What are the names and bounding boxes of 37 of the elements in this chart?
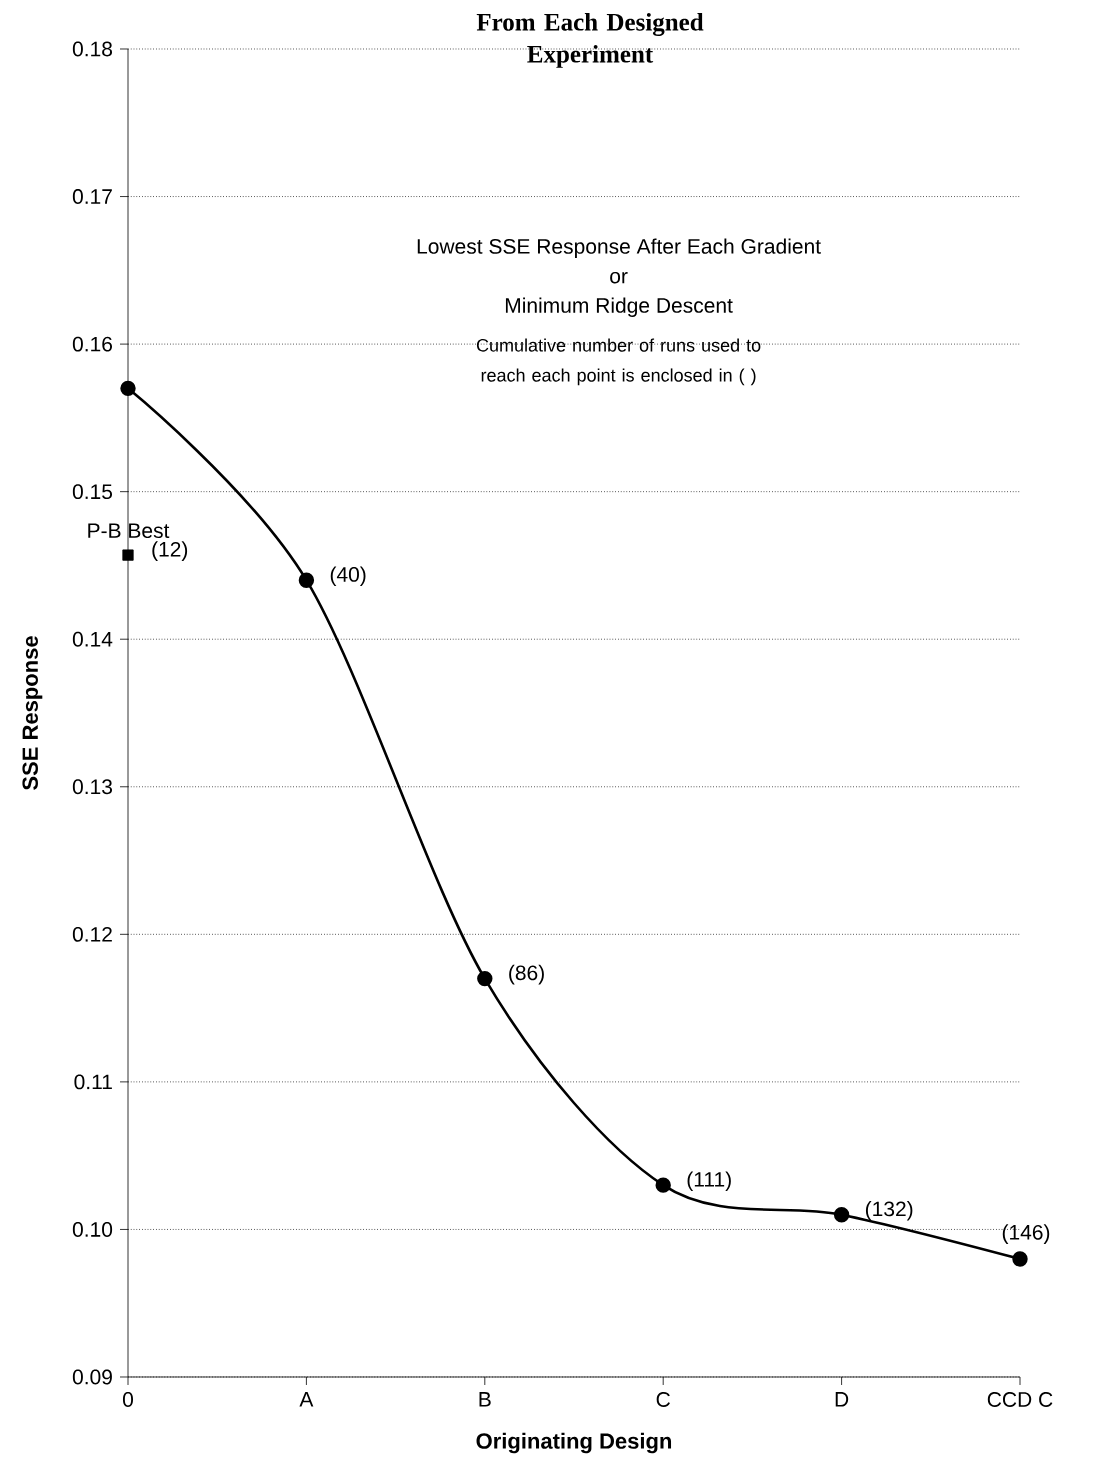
- annotation: Cumulative number of runs used to reach each point is enclosed in ( ): [476, 338, 761, 386]
- annotation: (12): [152, 541, 188, 561]
- y-tick-label: 0.13: [72, 779, 113, 795]
- point: [1012, 1251, 1028, 1267]
- annotation: Minimum Ridge Descent: [505, 297, 733, 317]
- x-tick-label: A: [299, 1392, 314, 1407]
- annotation: (111): [687, 1171, 731, 1191]
- y-tick-label: 0.11: [74, 1074, 112, 1090]
- x-axis-title: Originating Design: [476, 1432, 672, 1454]
- annotation: (86): [509, 964, 544, 985]
- y-tick-label: 0.17: [72, 189, 112, 204]
- point: [477, 970, 493, 987]
- point: [122, 549, 134, 561]
- y-tick-label: 0.18: [72, 41, 113, 57]
- point: [298, 572, 315, 588]
- x-tick-label: D: [835, 1392, 849, 1407]
- annotation: P-B Best: [88, 523, 170, 539]
- annotation: or: [610, 271, 628, 284]
- y-tick-label: 0.10: [72, 1222, 113, 1237]
- annotation: (146): [1002, 1224, 1050, 1244]
- point: [655, 1177, 671, 1193]
- y-tick-label: 0.12: [72, 926, 112, 942]
- x-tick-label: 0: [122, 1392, 134, 1407]
- y-axis-title: SSE Response: [22, 636, 43, 790]
- chart-title: From Each Designed Experiment: [476, 13, 704, 68]
- point: [120, 380, 136, 397]
- y-tick-label: 0.14: [72, 631, 113, 647]
- x-tick-label: CCD C: [987, 1392, 1053, 1407]
- y-tick-label: 0.15: [72, 484, 113, 500]
- annotation: (40): [330, 566, 366, 586]
- point: [833, 1206, 850, 1223]
- annotation: Lowest SSE Response After Each Gradient: [417, 238, 821, 258]
- y-tick-label: 0.09: [72, 1369, 112, 1385]
- x-tick-label: C: [656, 1392, 670, 1407]
- y-tick-label: 0.16: [72, 336, 113, 352]
- x-tick-label: B: [479, 1392, 491, 1407]
- annotation: (132): [865, 1200, 913, 1221]
